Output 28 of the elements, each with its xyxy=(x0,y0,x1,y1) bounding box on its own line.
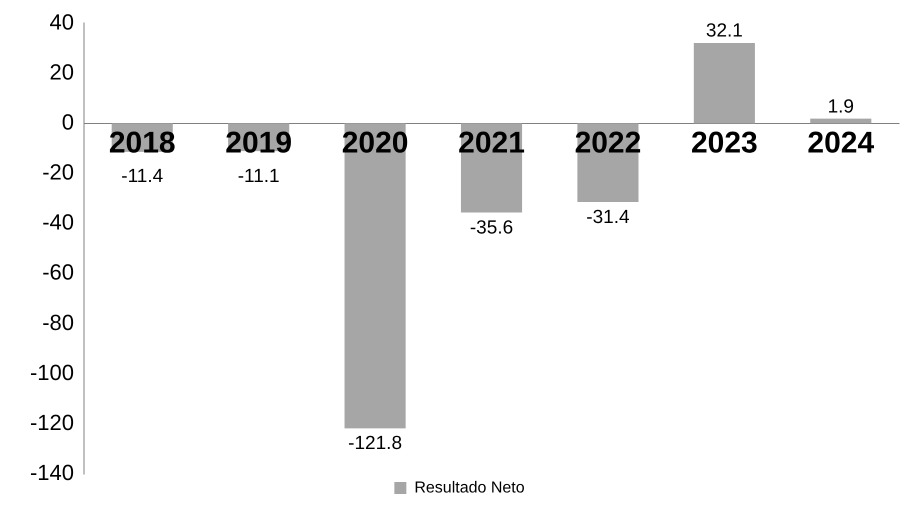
data-label: 1.9 xyxy=(828,96,854,118)
data-label: -31.4 xyxy=(586,206,630,228)
x-tick-label: 2022 xyxy=(574,126,642,160)
data-label: -11.1 xyxy=(238,166,280,188)
y-tick-label: -100 xyxy=(30,360,74,385)
bar xyxy=(694,42,755,124)
data-label: -11.4 xyxy=(121,166,164,188)
x-tick-label: 2018 xyxy=(108,126,176,160)
y-tick-label: 20 xyxy=(50,59,74,84)
y-tick-label: -60 xyxy=(42,260,74,285)
data-label: -35.6 xyxy=(470,217,514,238)
y-tick-label: 40 xyxy=(50,9,74,34)
x-tick-label: 2019 xyxy=(225,126,292,160)
y-tick-label: -40 xyxy=(42,210,74,235)
x-tick-label: 2023 xyxy=(690,126,758,160)
y-tick-label: -80 xyxy=(42,310,74,335)
y-tick-label: -20 xyxy=(42,160,74,185)
x-tick-label: 2021 xyxy=(458,126,525,160)
bar xyxy=(810,118,872,124)
legend-label: Resultado Neto xyxy=(414,479,525,496)
data-label: 32.1 xyxy=(706,20,743,42)
y-tick-label: -140 xyxy=(30,460,74,486)
x-tick-label: 2024 xyxy=(807,126,874,160)
y-tick-label: 0 xyxy=(62,109,74,134)
bar xyxy=(344,123,406,428)
data-label: -121.8 xyxy=(348,433,402,454)
y-tick-label: -120 xyxy=(30,410,74,435)
x-tick-label: 2020 xyxy=(342,126,408,160)
